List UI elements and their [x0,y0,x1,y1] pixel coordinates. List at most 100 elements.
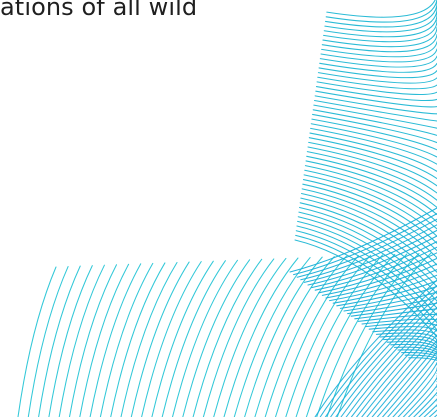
cross-line [354,308,437,320]
right-arc-line [321,34,437,53]
left-arc-line [120,261,178,417]
cross-line [408,357,437,394]
left-arc-line [130,261,190,417]
cross-line [350,302,437,317]
right-arc-line [313,104,437,129]
cross-line [404,354,437,388]
right-arc-line [323,12,437,38]
right-arc-line [317,76,437,90]
right-arc-line [324,5,437,33]
cross-line [314,246,437,291]
left-arc-line [213,257,287,417]
cross-line [318,252,437,294]
cross-line [393,346,437,371]
cross-line [314,279,437,417]
right-arc-line [325,0,437,28]
cross-line [397,349,437,377]
cross-line [401,351,437,383]
cross-line [332,274,437,304]
left-arc-line [99,262,154,417]
cross-line [321,257,437,296]
left-arc-line [79,263,130,417]
cross-line [361,318,437,325]
cross-line [325,263,437,299]
left-arc-line [151,260,214,417]
cross-line [418,389,437,417]
right-arc-line [302,183,437,252]
right-arc-line [306,155,437,208]
right-arc-line [319,62,437,73]
left-arc-line [141,261,202,417]
cross-line [376,345,437,417]
cross-line [324,290,437,417]
right-arc-line [321,41,437,58]
right-arc-line [308,141,437,187]
left-arc-line [285,254,372,417]
cross-line [336,280,437,307]
cross-line [408,378,437,417]
right-arc-line [305,160,437,216]
right-arc-line [297,220,437,309]
cross-line [296,218,437,278]
cross-line [356,323,437,417]
right-arc-line [318,67,437,79]
right-arc-line [314,95,437,115]
cross-line [423,394,437,417]
cross-line [382,350,437,417]
left-arc-line [223,257,299,417]
left-arc-line [316,253,408,417]
left-arc-line [38,265,81,417]
cross-line [335,301,437,417]
right-arc-line [303,174,437,237]
left-arc-line [202,258,275,417]
right-arc-line [299,206,437,288]
right-arc-line [322,26,437,48]
left-arc-line-group [17,252,432,417]
cross-line [339,285,437,309]
left-arc-line [161,260,226,417]
cross-line [371,339,437,417]
right-arc-line [310,123,437,158]
right-arc-line [312,109,437,136]
right-arc-line [317,72,437,84]
right-arc-line [308,137,437,180]
right-arc-line [295,234,437,331]
right-arc-line [311,118,437,151]
cross-line [343,291,437,312]
right-arc-line [307,146,437,194]
right-arc-line [301,188,437,259]
cross-line [340,306,437,417]
right-arc-line [315,90,437,108]
right-arc-line [312,113,437,144]
right-arc-line [315,86,437,102]
left-arc-line [244,256,323,417]
right-arc-line [316,81,437,96]
cross-line [345,312,437,417]
cross-line [365,322,437,328]
cross-line [387,356,437,417]
left-arc-line [192,258,263,417]
right-arc-line [326,0,436,18]
cross-line [293,213,437,276]
cross-line [300,224,437,281]
right-arc-line [300,197,437,273]
right-arc-line [325,0,437,23]
left-arc-line [68,264,118,417]
cross-line [307,235,437,286]
left-arc-line [48,265,93,417]
right-arc-line [320,48,437,63]
cross-line [357,313,437,322]
left-arc-line [58,264,105,417]
cross-line [402,372,437,417]
right-arc-line [310,127,437,165]
right-arc-line [302,179,437,244]
left-arc-line [305,253,396,417]
cross-line [330,295,437,417]
right-arc-line [299,202,437,280]
intro-text-fragment: ations of all wild [0,0,198,21]
cross-line [350,317,437,417]
right-arc-line [306,151,437,201]
cross-line [303,229,437,283]
